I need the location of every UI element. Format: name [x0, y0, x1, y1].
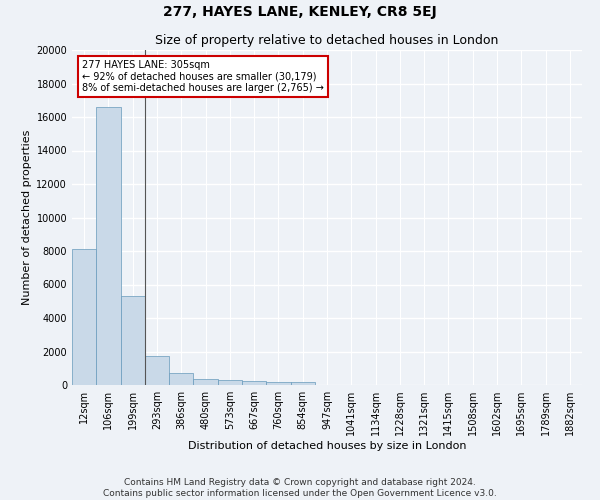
- Y-axis label: Number of detached properties: Number of detached properties: [22, 130, 32, 305]
- Bar: [218, 380, 242, 385]
- Text: Contains HM Land Registry data © Crown copyright and database right 2024.
Contai: Contains HM Land Registry data © Crown c…: [103, 478, 497, 498]
- Bar: [169, 373, 193, 385]
- Bar: [145, 356, 169, 385]
- X-axis label: Distribution of detached houses by size in London: Distribution of detached houses by size …: [188, 441, 466, 451]
- Bar: [72, 250, 96, 385]
- Bar: [290, 382, 315, 385]
- Bar: [242, 382, 266, 385]
- Text: 277, HAYES LANE, KENLEY, CR8 5EJ: 277, HAYES LANE, KENLEY, CR8 5EJ: [163, 5, 437, 19]
- Title: Size of property relative to detached houses in London: Size of property relative to detached ho…: [155, 34, 499, 48]
- Bar: [121, 296, 145, 385]
- Bar: [96, 107, 121, 385]
- Text: 277 HAYES LANE: 305sqm
← 92% of detached houses are smaller (30,179)
8% of semi-: 277 HAYES LANE: 305sqm ← 92% of detached…: [82, 60, 324, 93]
- Bar: [266, 382, 290, 385]
- Bar: [193, 378, 218, 385]
